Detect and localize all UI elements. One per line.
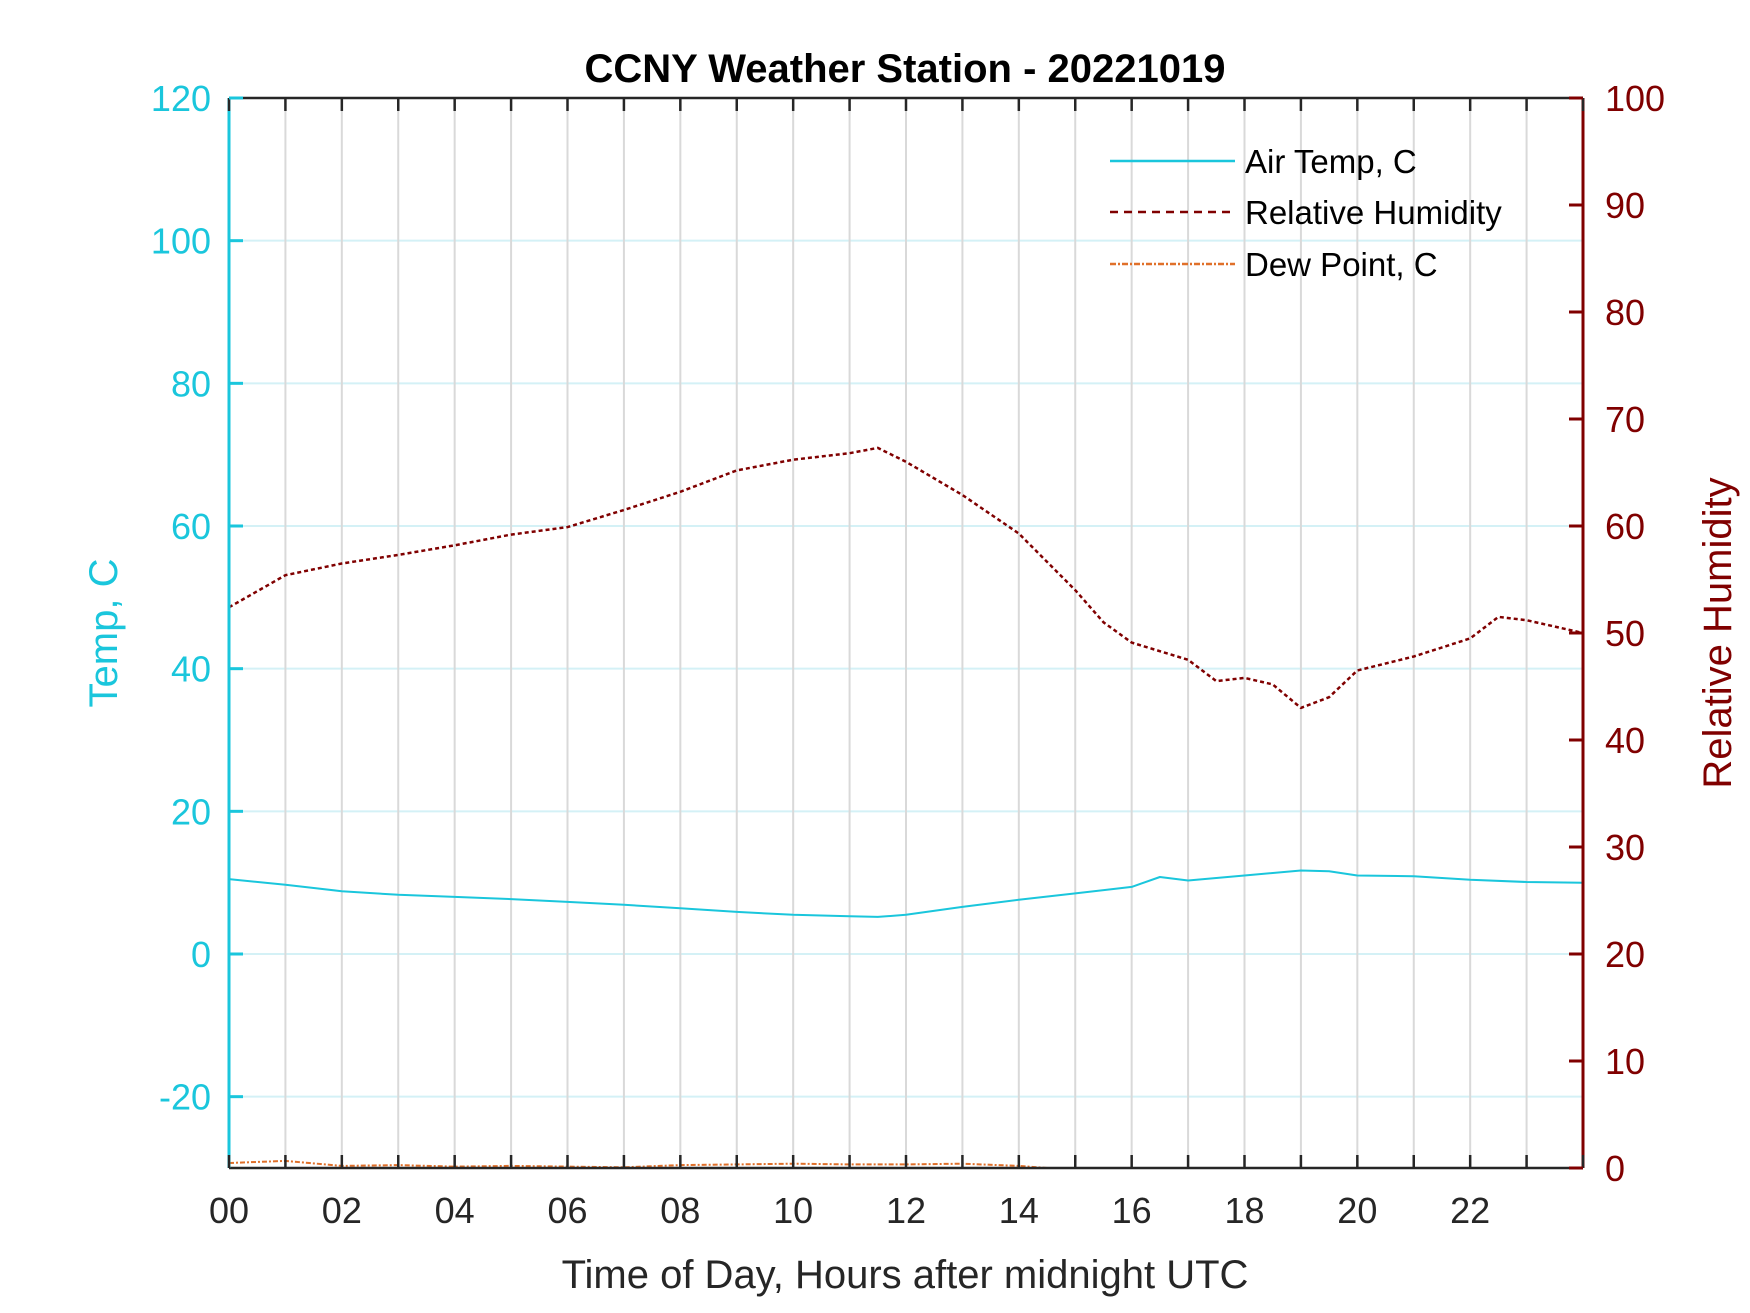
legend-label-air-temp: Air Temp, C [1245,143,1417,180]
left-y-tick-label: 120 [151,78,211,119]
right-y-tick-label: 90 [1605,185,1645,226]
right-y-tick-label: 80 [1605,292,1645,333]
left-y-tick-label: 100 [151,221,211,262]
y-axis-label-left: Temp, C [82,559,126,708]
right-y-tick-label: 100 [1605,78,1665,119]
left-y-tick-label: 80 [171,363,211,404]
plot-series [228,446,1584,1169]
y-axis-label-right: Relative Humidity [1696,477,1740,788]
x-tick-label: 10 [773,1190,813,1231]
chart-title: CCNY Weather Station - 20221019 [585,47,1226,91]
x-tick-label: 04 [435,1190,475,1231]
left-y-tick-label: 60 [171,506,211,547]
x-tick-label: 00 [209,1190,249,1231]
x-tick-label: 20 [1337,1190,1377,1231]
x-tick-label: 14 [999,1190,1039,1231]
right-y-tick-label: 70 [1605,399,1645,440]
x-tick-label: 22 [1450,1190,1490,1231]
axes [227,96,1585,1170]
right-y-tick-label: 10 [1605,1041,1645,1082]
left-y-tick-label: 20 [171,791,211,832]
series-line-dew-point-c [228,1159,1048,1169]
series-line-air-temp-c [228,869,1584,918]
right-y-tick-label: 30 [1605,827,1645,868]
x-tick-label: 16 [1112,1190,1152,1231]
x-axis-label: Time of Day, Hours after midnight UTC [562,1253,1249,1297]
x-tick-label: 06 [547,1190,587,1231]
right-y-tick-label: 60 [1605,506,1645,547]
right-y-tick-label: 20 [1605,934,1645,975]
left-y-tick-label: 40 [171,649,211,690]
right-y-tick-label: 50 [1605,613,1645,654]
x-tick-label: 18 [1224,1190,1264,1231]
tick-labels: 00 02 04 06 08 10 12 14 16 18 20 22120100806040200-… [151,78,1665,1231]
x-tick-label: 12 [886,1190,926,1231]
series-line-relative-humidity [228,446,1584,710]
right-y-tick-label: 40 [1605,720,1645,761]
legend: Air Temp, C Relative Humidity Dew Point,… [1110,143,1502,283]
right-y-tick-label: 0 [1605,1148,1625,1189]
legend-label-relative-humidity: Relative Humidity [1245,194,1502,231]
legend-label-dew-point: Dew Point, C [1245,246,1438,283]
x-tick-label: 02 [322,1190,362,1231]
left-y-tick-label: -20 [159,1077,211,1118]
x-tick-label: 08 [660,1190,700,1231]
grid [229,97,1583,1168]
left-y-tick-label: 0 [191,934,211,975]
